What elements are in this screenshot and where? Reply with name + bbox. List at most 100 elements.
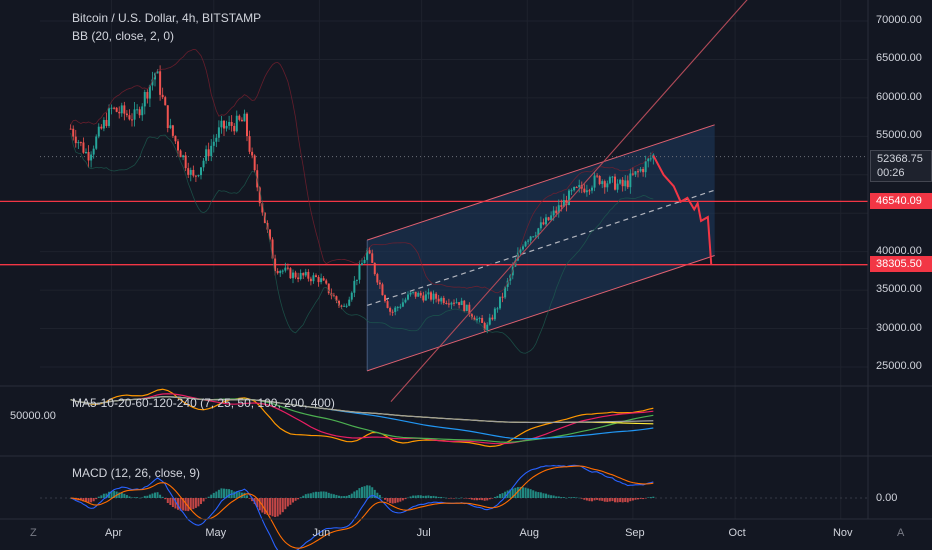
macd-histogram-bar xyxy=(371,487,374,498)
macd-histogram-bar xyxy=(519,486,522,498)
candle-body xyxy=(432,293,435,300)
candle-body xyxy=(325,280,328,284)
trend-line[interactable] xyxy=(390,0,749,402)
macd-histogram-bar xyxy=(394,498,397,504)
macd-histogram-bar xyxy=(596,498,599,500)
bollinger-legend[interactable]: BB (20, close, 2, 0) xyxy=(72,29,175,43)
candle-body xyxy=(634,171,637,175)
candle-body xyxy=(302,272,305,276)
candle-body xyxy=(266,222,269,230)
macd-legend[interactable]: MACD (12, 26, close, 9) xyxy=(72,466,201,480)
chart-title[interactable]: Bitcoin / U.S. Dollar, 4h, BITSTAMP xyxy=(72,11,262,25)
candle-body xyxy=(197,175,200,177)
macd-histogram-bar xyxy=(289,498,292,505)
macd-histogram-bar xyxy=(363,486,366,498)
candle-body xyxy=(87,151,90,161)
candle-body xyxy=(182,155,185,158)
candle-body xyxy=(601,181,604,185)
candle-body xyxy=(125,113,128,116)
macd-histogram-bar xyxy=(243,492,246,498)
candle-body xyxy=(468,304,471,315)
macd-histogram-bar xyxy=(522,487,524,498)
candle-body xyxy=(363,259,366,264)
candle-body xyxy=(202,160,205,168)
macd-histogram-bar xyxy=(414,495,417,498)
candle-body xyxy=(159,71,162,95)
candle-body xyxy=(343,305,346,307)
macd-histogram-bar xyxy=(649,497,652,498)
macd-histogram-bar xyxy=(557,496,560,498)
candle-body xyxy=(419,292,422,296)
candle-body xyxy=(588,190,591,192)
ma-legend[interactable]: MA5-10-20-60-120-240 (7, 25, 50, 100, 20… xyxy=(72,396,335,410)
candle-body xyxy=(568,190,570,205)
regression-channel[interactable] xyxy=(366,124,715,372)
candle-body xyxy=(299,272,302,280)
candle-body xyxy=(261,203,264,213)
macd-histogram-bar xyxy=(568,497,570,498)
candle-body xyxy=(79,142,82,144)
macd-histogram-bar xyxy=(235,491,238,498)
candle-body xyxy=(100,126,103,129)
candle-body xyxy=(113,107,116,109)
macd-histogram-bar xyxy=(225,488,228,498)
candle-body xyxy=(281,270,284,272)
macd-histogram-bar xyxy=(161,496,164,498)
macd-histogram-bar xyxy=(281,498,284,513)
macd-histogram-bar xyxy=(483,498,486,501)
candle-body xyxy=(458,302,461,306)
candle-body xyxy=(649,158,652,160)
macd-histogram-bar xyxy=(509,489,512,498)
candle-body xyxy=(575,187,578,189)
macd-histogram-bar xyxy=(315,491,317,498)
candle-body xyxy=(414,291,417,297)
auto-scale-button[interactable]: A xyxy=(897,527,905,539)
macd-histogram-bar xyxy=(202,498,205,502)
candle-body xyxy=(624,180,627,187)
macd-histogram-bar xyxy=(151,493,154,498)
candle-body xyxy=(488,317,491,325)
macd-histogram-bar xyxy=(588,498,591,502)
candle-body xyxy=(614,176,616,190)
macd-histogram-bar xyxy=(269,498,271,516)
macd-histogram-bar xyxy=(327,492,330,498)
candle-body xyxy=(486,324,489,330)
candle-body xyxy=(205,149,208,161)
macd-histogram-bar xyxy=(476,498,478,501)
macd-histogram-bar xyxy=(248,498,251,499)
candle-body xyxy=(371,253,374,263)
timezone-button[interactable]: Z xyxy=(30,527,37,539)
macd-histogram-bar xyxy=(87,498,90,503)
macd-histogram-bar xyxy=(373,489,376,498)
macd-histogram-bar xyxy=(499,494,501,498)
channel-upper-line xyxy=(366,124,715,241)
macd-histogram-bar xyxy=(409,496,412,498)
macd-histogram-bar xyxy=(212,492,215,498)
price-axis-tick: 35000.00 xyxy=(876,283,922,296)
macd-histogram-bar xyxy=(164,498,167,500)
macd-histogram-bar xyxy=(187,498,190,512)
macd-histogram-bar xyxy=(527,488,530,498)
candle-body xyxy=(189,169,192,175)
candle-body xyxy=(422,295,425,301)
macd-histogram-bar xyxy=(437,496,440,498)
macd-histogram-bar xyxy=(156,492,159,498)
candle-body xyxy=(355,279,358,281)
macd-histogram-bar xyxy=(624,498,627,503)
candle-body xyxy=(557,205,560,214)
horizontal-levels[interactable] xyxy=(0,156,868,266)
macd-histogram-bar xyxy=(430,496,432,498)
macd-histogram-bar xyxy=(626,498,629,503)
macd-histogram-bar xyxy=(631,498,634,501)
macd-pane xyxy=(40,464,868,550)
projection-path[interactable] xyxy=(652,155,713,265)
macd-histogram-bar xyxy=(266,498,269,515)
candle-body xyxy=(286,267,289,269)
macd-histogram-bar xyxy=(292,498,294,503)
macd-histogram-bar xyxy=(138,497,141,499)
candle-body xyxy=(578,185,581,188)
candle-body xyxy=(353,280,356,293)
macd-histogram-bar xyxy=(455,497,458,499)
candle-body xyxy=(108,108,110,126)
